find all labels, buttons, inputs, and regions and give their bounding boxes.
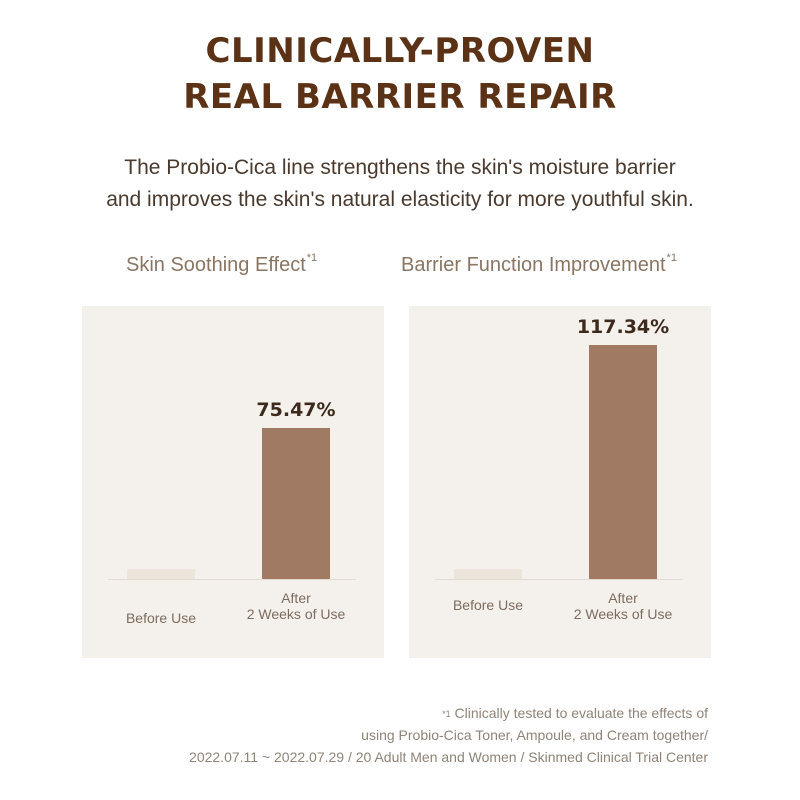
- bar-after-2-weeks: [262, 428, 330, 579]
- x-tick-label-line: Before Use: [452, 597, 524, 613]
- chart-title-footnote-mark: *1: [306, 252, 318, 264]
- chart-panel-skin-soothing: 75.47% Before Use After 2 Weeks of Use: [82, 306, 384, 658]
- x-axis-line: [108, 579, 356, 580]
- intro-line-2: and improves the skin's natural elastici…: [106, 188, 694, 211]
- footnote-line-3: 2022.07.11 ~ 2022.07.29 / 20 Adult Men a…: [189, 749, 708, 765]
- data-label-after: 117.34%: [576, 315, 670, 338]
- chart-title-text: Skin Soothing Effect: [126, 254, 306, 276]
- x-tick-label-line: 2 Weeks of Use: [246, 606, 346, 622]
- intro-text: The Probio-Cica line strengthens the ski…: [0, 152, 800, 216]
- x-tick-label-line: Before Use: [125, 610, 197, 626]
- intro-line-1: The Probio-Cica line strengthens the ski…: [124, 156, 676, 179]
- headline-line-1: CLINICALLY-PROVEN: [205, 31, 595, 71]
- footnote-line-2: using Probio-Cica Toner, Ampoule, and Cr…: [361, 727, 708, 743]
- headline-line-2: REAL BARRIER REPAIR: [183, 77, 617, 117]
- x-tick-label-line: After: [608, 590, 638, 606]
- bar-after-2-weeks: [589, 344, 657, 579]
- x-tick-label-after: After 2 Weeks of Use: [226, 590, 366, 622]
- chart-title-skin-soothing: Skin Soothing Effect*1: [126, 252, 318, 277]
- bar-before-use: [127, 569, 195, 579]
- chart-title-text: Barrier Function Improvement: [401, 254, 666, 276]
- footnote-line-1: *1 Clinically tested to evaluate the eff…: [189, 702, 708, 724]
- bar-before-use: [454, 569, 522, 579]
- x-axis-line: [435, 579, 683, 580]
- footnote: *1 Clinically tested to evaluate the eff…: [189, 702, 708, 768]
- x-tick-label-before: Before Use: [91, 610, 231, 626]
- x-tick-label-after: After 2 Weeks of Use: [553, 590, 693, 622]
- x-tick-label-before: Before Use: [418, 597, 558, 613]
- headline: CLINICALLY-PROVEN REAL BARRIER REPAIR: [0, 28, 800, 120]
- data-label-after: 75.47%: [256, 399, 336, 422]
- chart-title-barrier-function: Barrier Function Improvement*1: [401, 252, 677, 277]
- x-tick-label-line: After: [281, 590, 311, 606]
- footnote-mark: *1: [442, 709, 451, 719]
- footnote-line-1-text: Clinically tested to evaluate the effect…: [450, 705, 708, 721]
- x-tick-label-line: 2 Weeks of Use: [573, 606, 673, 622]
- chart-title-footnote-mark: *1: [666, 252, 677, 264]
- chart-panel-barrier-function: 117.34% Before Use After 2 Weeks of Use: [409, 306, 711, 658]
